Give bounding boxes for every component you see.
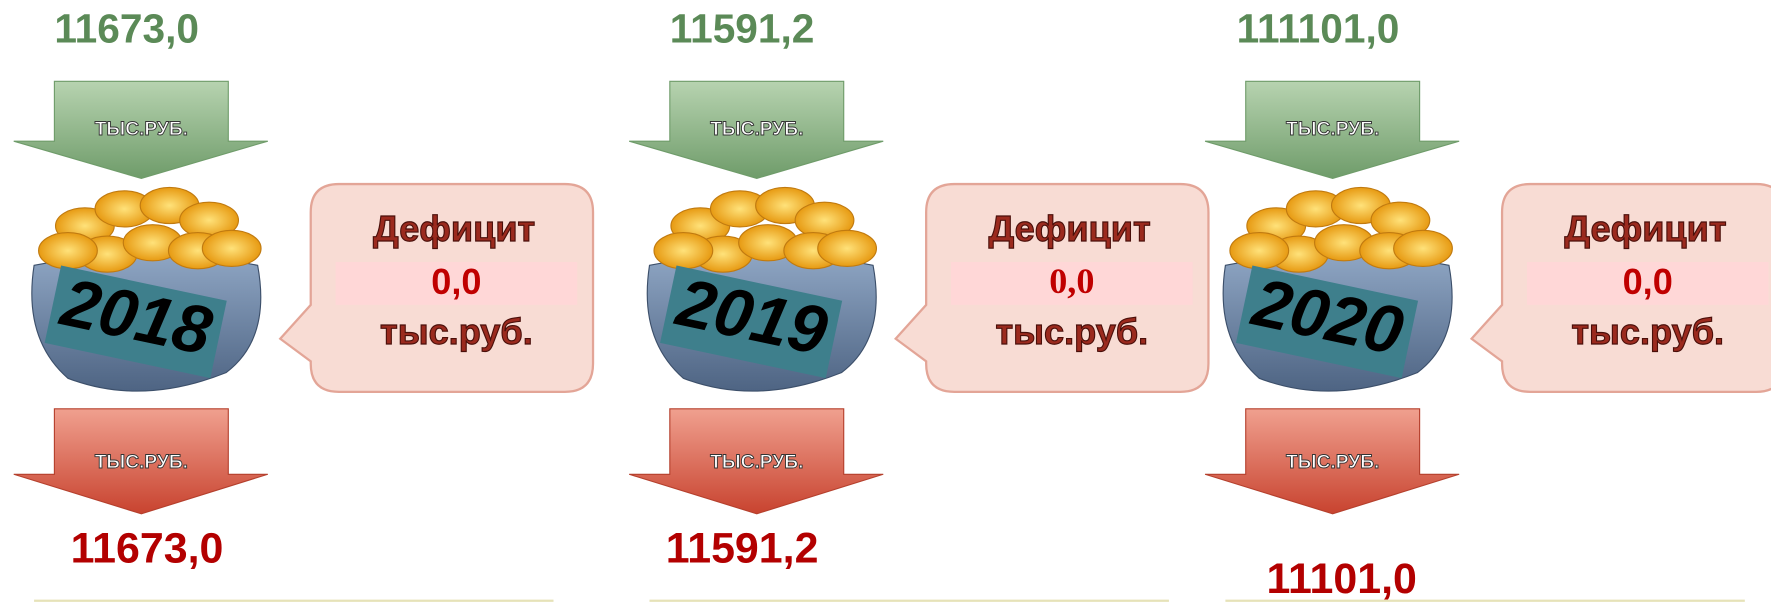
expense-unit: ТЫС.РУБ.: [95, 452, 188, 473]
infographic: 11673,0ТЫС.РУБ.2018Дефицит0,0тыс.руб.ТЫС…: [0, 0, 1771, 603]
budget-column: 111101,0ТЫС.РУБ.2020Дефицит0,0тыс.руб.ТЫ…: [1205, 5, 1771, 603]
budget-column: 11591,2ТЫС.РУБ.2019Дефицит0,0тыс.руб.ТЫС…: [629, 5, 1208, 600]
deficit-unit: тыс.руб.: [1571, 311, 1724, 352]
income-unit: ТЫС.РУБ.: [1286, 119, 1379, 140]
coin: [818, 230, 877, 266]
expense-value: 11101,0: [1267, 555, 1417, 603]
coin: [654, 233, 713, 269]
expense-unit: ТЫС.РУБ.: [710, 452, 803, 473]
expense-value: 11673,0: [71, 524, 224, 572]
deficit-unit: тыс.руб.: [380, 311, 533, 352]
expense-unit: ТЫС.РУБ.: [1286, 452, 1379, 473]
deficit-unit: тыс.руб.: [995, 311, 1148, 352]
deficit-value: 0,0: [1049, 261, 1094, 301]
page: 11673,0ТЫС.РУБ.2018Дефицит0,0тыс.руб.ТЫС…: [0, 0, 1771, 603]
coin: [1230, 233, 1289, 269]
budget-column: 11673,0ТЫС.РУБ.2018Дефицит0,0тыс.руб.ТЫС…: [14, 5, 593, 600]
deficit-value: 0,0: [1623, 261, 1673, 302]
deficit-title: Дефицит: [988, 208, 1150, 249]
expense-value: 11591,2: [666, 524, 819, 572]
coin: [1394, 230, 1453, 266]
income-unit: ТЫС.РУБ.: [95, 119, 188, 140]
deficit-value: 0,0: [431, 261, 481, 302]
income-value: 11591,2: [670, 5, 815, 51]
coin: [39, 233, 98, 269]
income-unit: ТЫС.РУБ.: [710, 119, 803, 140]
income-value: 11673,0: [54, 5, 199, 51]
deficit-title: Дефицит: [373, 208, 535, 249]
income-value: 111101,0: [1237, 5, 1400, 51]
coin: [202, 230, 261, 266]
deficit-title: Дефицит: [1564, 208, 1726, 249]
